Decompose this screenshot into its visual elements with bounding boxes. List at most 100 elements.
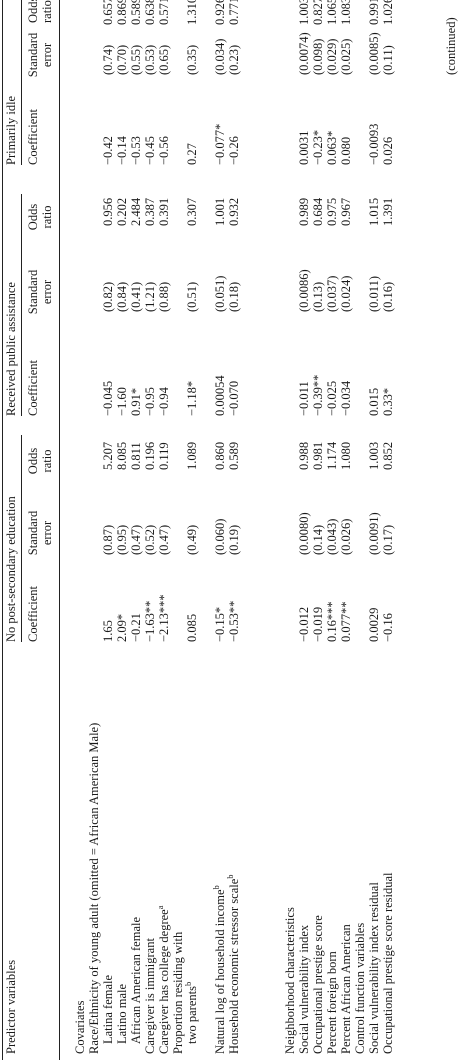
row-label-foreign: Percent foreign born <box>325 951 339 1054</box>
cell-aa-female-g1-se: (0.47) <box>129 524 143 555</box>
col-se-1a: Standard <box>26 510 40 556</box>
col-coef-3: Coefficient <box>26 109 40 165</box>
cell-latina-female-g1-coef: 1.65 <box>101 620 115 642</box>
footnote-marker-b-1: b <box>182 981 193 987</box>
cell-svi-resid-g3-or: 0.991 <box>367 0 381 25</box>
col-or-1b: ratio <box>40 449 54 473</box>
cell-income-g2-se: (0.051) <box>213 275 227 312</box>
cell-college-g2-or: 0.391 <box>157 197 171 226</box>
col-se-3a: Standard <box>26 32 40 78</box>
cell-latino-male-g2-coef: −1.60 <box>115 387 129 416</box>
cell-latina-female-g1-se: (0.87) <box>101 524 115 555</box>
cell-svi-resid-g2-se: (0.011) <box>367 276 381 312</box>
row-label-pct-aa: Percent African American <box>339 924 353 1054</box>
cell-college-g1-coef: −2.13*** <box>157 594 171 642</box>
col-coef-2: Coefficient <box>26 360 40 416</box>
cell-aa-female-g2-se: (0.41) <box>129 281 143 312</box>
cell-foreign-g1-coef: 0.16*** <box>325 601 339 642</box>
row-label-college: Caregiver has college degreea <box>154 905 171 1055</box>
footnote-marker-a: a <box>154 905 165 910</box>
cell-pct-aa-g1-coef: 0.077** <box>339 601 353 642</box>
row-label-stressor: Household economic stressor scaleb <box>225 874 241 1054</box>
cell-aa-female-g2-coef: 0.91* <box>129 387 143 416</box>
cell-college-g3-coef: −0.56 <box>157 136 171 165</box>
row-label-ops-resid: Occupational prestige score residual <box>381 872 395 1054</box>
row-label-two-parents: Proportion residing with <box>171 931 185 1054</box>
group-header-primarily-idle: Primarily idle <box>4 95 18 165</box>
cell-stressor-g2-or: 0.932 <box>227 197 241 226</box>
cell-pct-aa-g3-coef: 0.080 <box>339 136 353 165</box>
cell-latina-female-g2-coef: −0.045 <box>101 380 115 416</box>
cell-income-g1-coef: −0.15* <box>213 606 227 642</box>
col-se-2b: error <box>40 279 54 305</box>
row-label-svi: Social vulnerability index <box>297 924 311 1054</box>
cell-svi-resid-g3-coef: −0.0093 <box>367 123 381 165</box>
col-se-3b: error <box>40 42 54 68</box>
cell-immigrant-g1-or: 0.196 <box>143 441 157 470</box>
cell-latino-male-g1-coef: 2.09* <box>115 613 129 642</box>
cell-income-g3-se: (0.034) <box>213 38 227 75</box>
cell-svi-g3-or: 1.003 <box>297 0 311 25</box>
cell-pct-aa-g3-se: (0.025) <box>339 38 353 75</box>
cell-latino-male-g1-or: 8.085 <box>115 441 129 470</box>
cell-college-g3-or: 0.571 <box>157 0 171 25</box>
cell-pct-aa-g2-coef: −0.034 <box>339 380 353 416</box>
cell-college-g3-se: (0.65) <box>157 44 171 75</box>
group-header-no-postsecondary: No post-secondary education <box>4 496 18 642</box>
cell-foreign-g3-coef: 0.063* <box>325 130 339 165</box>
cell-immigrant-g3-coef: −0.45 <box>143 136 157 165</box>
cell-latino-male-g1-se: (0.95) <box>115 524 129 555</box>
cell-two-parents-g2-coef: −1.18* <box>185 380 199 416</box>
cell-svi-g2-or: 0.989 <box>297 197 311 226</box>
row-label-aa-female: African American female <box>129 916 143 1044</box>
cell-immigrant-g3-se: (0.53) <box>143 44 157 75</box>
cell-income-g3-or: 0.926 <box>213 0 227 25</box>
cell-foreign-g3-se: (0.029) <box>325 38 339 75</box>
cell-ops-g3-coef: −0.23* <box>311 129 325 165</box>
cell-ops-resid-g3-se: (0.11) <box>381 45 395 75</box>
cell-two-parents-g1-coef: 0.085 <box>185 613 199 642</box>
cell-two-parents-g3-or: 1.310 <box>185 0 199 25</box>
row-label-svi-resid: Social vulnerability index residual <box>367 882 381 1054</box>
cell-ops-g1-se: (0.14) <box>311 524 325 555</box>
cell-two-parents-g1-se: (0.49) <box>185 524 199 555</box>
cell-latino-male-g3-coef: −0.14 <box>115 136 129 165</box>
col-or-3b: ratio <box>40 0 54 23</box>
cell-ops-resid-g2-or: 1.391 <box>381 197 395 226</box>
cell-latina-female-g3-se: (0.74) <box>101 44 115 75</box>
cell-aa-female-g3-se: (0.55) <box>129 44 143 75</box>
cell-ops-resid-g1-or: 0.852 <box>381 441 395 470</box>
cell-aa-female-g3-coef: −0.53 <box>129 136 143 165</box>
cell-foreign-g3-or: 1.065 <box>325 0 339 25</box>
col-se-2a: Standard <box>26 269 40 315</box>
cell-ops-resid-g1-coef: −0.16 <box>381 613 395 642</box>
col-or-2a: Odds <box>26 203 40 231</box>
cell-latina-female-g2-or: 0.956 <box>101 197 115 226</box>
col-or-2b: ratio <box>40 205 54 229</box>
cell-ops-resid-g1-se: (0.17) <box>381 524 395 555</box>
footnote-marker-b-2: b <box>210 885 221 890</box>
cell-ops-g2-or: 0.684 <box>311 197 325 226</box>
cell-ops-g2-se: (0.13) <box>311 281 325 312</box>
cell-pct-aa-g3-or: 1.083 <box>339 0 353 25</box>
col-or-1a: Odds <box>26 447 40 475</box>
cell-stressor-g1-coef: −0.53** <box>227 600 241 642</box>
stub-header: Predictor variables <box>4 959 18 1054</box>
row-label-two-parents-text: two parents <box>185 986 199 1044</box>
cell-aa-female-g3-or: 0.589 <box>129 0 143 25</box>
cell-college-g2-coef: −0.94 <box>157 387 171 416</box>
cell-ops-g1-coef: −0.019 <box>311 606 325 642</box>
cell-stressor-g2-coef: −0.070 <box>227 380 241 416</box>
cell-latina-female-g3-coef: −0.42 <box>101 136 115 165</box>
cell-college-g2-se: (0.88) <box>157 281 171 312</box>
cell-svi-resid-g1-coef: 0.0029 <box>367 607 381 642</box>
cell-pct-aa-g1-or: 1.080 <box>339 441 353 470</box>
cell-svi-g1-se: (0.0080) <box>297 512 311 555</box>
col-coef-1: Coefficient <box>26 586 40 642</box>
cell-two-parents-g3-se: (0.35) <box>185 44 199 75</box>
cell-income-g2-coef: 0.00054 <box>213 375 227 416</box>
cell-latina-female-g3-or: 0.657 <box>101 0 115 25</box>
row-label-immigrant: Caregiver is immigrant <box>143 938 157 1054</box>
continued-note: (continued) <box>444 17 458 75</box>
cell-income-g1-se: (0.060) <box>213 518 227 555</box>
